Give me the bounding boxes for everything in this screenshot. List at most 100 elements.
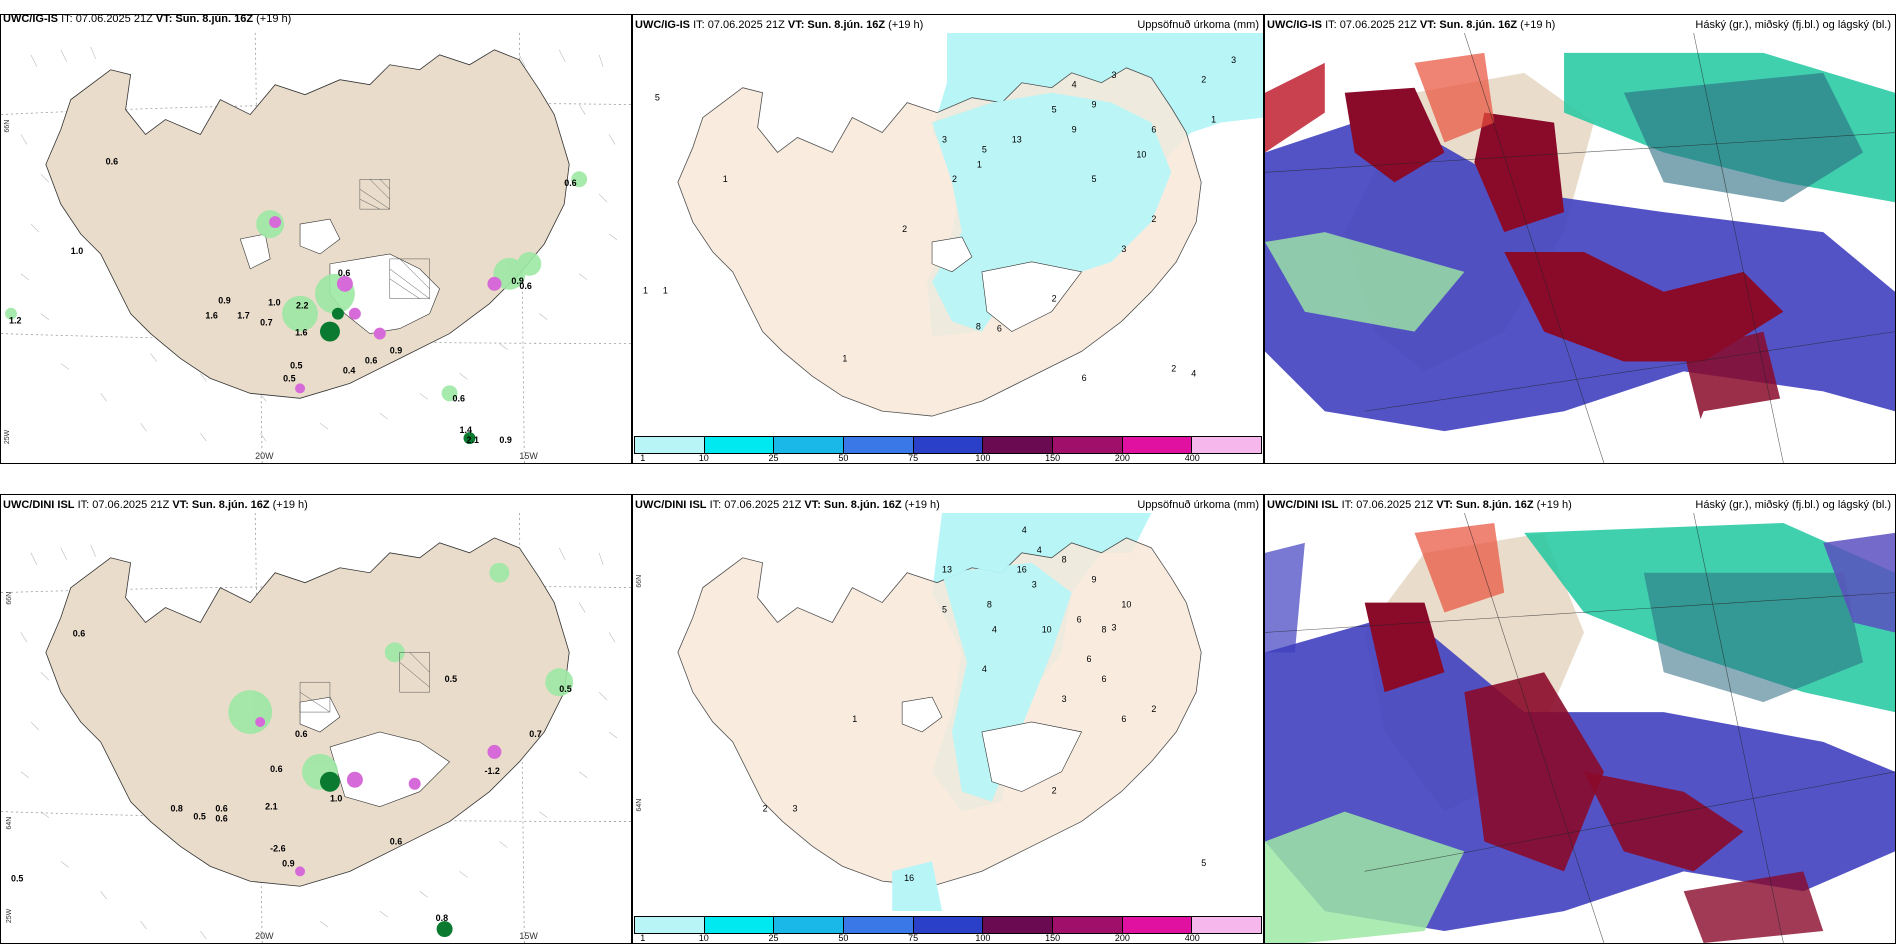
map-precip-igis: 5 1 1 1 2 3 1 2 5 13 5 4 9 9 3 6 10 2 3 …: [633, 33, 1263, 431]
lon-label: 15W: [519, 931, 538, 941]
wind-value: 1.2: [9, 316, 21, 326]
precip-value: 9: [1092, 575, 1097, 585]
legend-swatch: [913, 437, 984, 453]
wind-value: 0.6: [365, 355, 377, 365]
wind-value: 1.6: [205, 311, 217, 321]
lead-time: (+19 h): [272, 499, 308, 511]
wind-value: 1.0: [268, 298, 280, 308]
legend-swatch: [1053, 917, 1123, 933]
wind-value: 0.9: [511, 276, 523, 286]
model-name: UWC/IG-IS: [3, 14, 58, 25]
precip-value: 1: [1211, 115, 1216, 125]
wind-value: 1.0: [330, 794, 342, 804]
cloud-map-svg: [1265, 33, 1895, 463]
precip-value: 2: [1171, 363, 1176, 373]
precip-value: 6: [1102, 674, 1107, 684]
precip-legend: 1 10 25 50 75 100 150 200 400: [633, 433, 1263, 463]
wind-value: 0.5: [11, 873, 23, 883]
init-time: IT: 07.06.2025 21Z: [61, 14, 153, 25]
legend-tick: 100: [975, 453, 991, 463]
valid-time: VT: Sun. 8.jún. 16Z: [155, 14, 254, 25]
wind-value: 0.6: [390, 836, 402, 846]
wind-value: 0.5: [290, 360, 302, 370]
panel-clouds-dini: UWC/DINI ISL IT: 07.06.2025 21Z VT: Sun.…: [1264, 494, 1896, 944]
precip-value: 10: [1136, 149, 1146, 159]
precip-value: 2: [1052, 294, 1057, 304]
precip-value: 5: [1201, 858, 1206, 868]
legend-tick: 25: [768, 453, 779, 463]
legend-swatch: [704, 437, 775, 453]
legend-swatch: [635, 437, 705, 453]
wind-value: 0.9: [282, 858, 294, 868]
precip-value: 5: [942, 605, 947, 615]
precip-value: 6: [1121, 714, 1126, 724]
legend-tick: 200: [1114, 933, 1130, 943]
field-title: Uppsöfnuð úrkoma (mm): [1137, 19, 1259, 31]
precip-value: 1: [842, 353, 847, 363]
cloud-map-svg: [1265, 513, 1895, 943]
model-name: UWC/DINI ISL: [1267, 499, 1339, 511]
lon-label: 20W: [255, 931, 274, 941]
precip-value: 3: [1231, 55, 1236, 65]
precip-value: 8: [976, 322, 981, 332]
model-name: UWC/IG-IS: [1267, 19, 1322, 31]
precip-value: 6: [997, 324, 1002, 334]
lat-label: 66N: [633, 400, 635, 416]
model-name: UWC/IG-IS: [635, 19, 690, 31]
lead-time: (+19 h): [1520, 19, 1556, 31]
lon-label: 20W: [255, 451, 274, 461]
legend-swatch: [844, 437, 914, 453]
wind-value: 0.6: [270, 764, 282, 774]
precip-value: 4: [1072, 80, 1077, 90]
lead-time: (+19 h): [1536, 499, 1572, 511]
field-title: Uppsöfnuð úrkoma (mm): [1137, 499, 1259, 511]
precip-value: 2: [1201, 75, 1206, 85]
precip-value: 9: [1072, 125, 1077, 135]
legend-swatch: [1192, 437, 1262, 453]
legend-swatch: [983, 437, 1054, 453]
panel-header: UWC/DINI ISL IT: 07.06.2025 21Z VT: Sun.…: [3, 497, 627, 513]
lon-label: 25W: [4, 429, 11, 444]
wind-value: 0.4: [343, 365, 355, 375]
wind-value: 2.1: [467, 435, 479, 445]
legend-tick: 150: [1045, 453, 1061, 463]
valid-time: VT: Sun. 8.jún. 16Z: [172, 499, 270, 511]
precip-value: 10: [1121, 600, 1131, 610]
panel-precip-dini: UWC/DINI ISL IT: 07.06.2025 21Z VT: Sun.…: [632, 494, 1264, 944]
precip-value: 1: [723, 174, 728, 184]
precip-value: 2: [1052, 786, 1057, 796]
panel-header: UWC/IG-IS IT: 07.06.2025 21Z VT: Sun. 8.…: [635, 17, 1259, 33]
legend-tick: 50: [838, 933, 849, 943]
valid-time: VT: Sun. 8.jún. 16Z: [1436, 499, 1534, 511]
precip-value: 1: [663, 286, 668, 296]
lead-time: (+19 h): [904, 499, 940, 511]
valid-time: VT: Sun. 8.jún. 16Z: [787, 19, 886, 31]
precip-value: 1: [643, 286, 648, 296]
wind-value: 0.9: [499, 435, 511, 445]
wind-value: 0.6: [215, 814, 227, 824]
legend-swatch: [774, 437, 845, 453]
wind-value: 2.1: [265, 802, 277, 812]
map-precip-dini: 4 4 13 16 8 9 10 3 6 8 4 5 10 6 4 3 8 6 …: [633, 513, 1263, 911]
precip-value: 3: [942, 134, 947, 144]
precip-value: 5: [1092, 174, 1097, 184]
wind-value: 0.8: [436, 913, 448, 923]
legend-tick: 1: [640, 933, 646, 943]
wind-value: 0.6: [215, 804, 227, 814]
wind-value: -2.6: [270, 843, 285, 853]
legend-swatch: [844, 917, 914, 933]
panel-wind-dini: UWC/DINI ISL IT: 07.06.2025 21Z VT: Sun.…: [0, 494, 632, 944]
precip-value: 2: [1151, 704, 1156, 714]
legend-swatch: [1122, 917, 1193, 933]
panel-wind-igis: 0.6 1.0 0.9 1.6 1.7 1.0 2.2 0.7 1.6 0.6 …: [0, 14, 632, 464]
init-time: IT: 07.06.2025 21Z: [77, 499, 170, 511]
precip-value: 3: [1111, 622, 1116, 632]
init-time: IT: 07.06.2025 21Z: [1325, 19, 1417, 31]
lead-time: (+19 h): [256, 14, 292, 25]
precip-value: 3: [792, 804, 797, 814]
lead-time: (+19 h): [888, 19, 924, 31]
precip-value: 6: [1077, 614, 1082, 624]
init-time: IT: 07.06.2025 21Z: [709, 499, 802, 511]
precip-value: 8: [1102, 624, 1107, 634]
precip-value: 5: [1052, 105, 1057, 115]
